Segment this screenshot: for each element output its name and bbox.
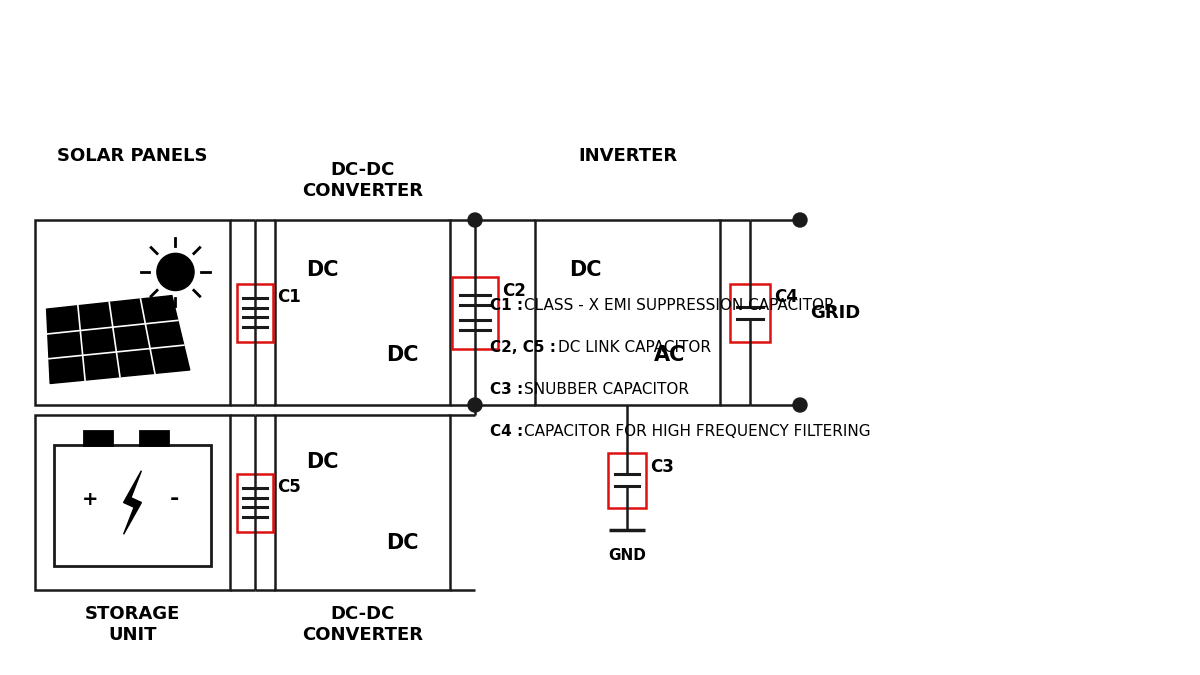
Text: DC: DC (306, 260, 338, 280)
Bar (238, 284, 274, 342)
Text: SOLAR PANELS: SOLAR PANELS (58, 147, 208, 165)
Bar (452, 277, 498, 348)
Text: AC: AC (654, 345, 685, 365)
Text: GND: GND (608, 547, 646, 562)
Text: C2, C5 :: C2, C5 : (490, 340, 556, 354)
Text: INVERTER: INVERTER (578, 147, 677, 165)
Text: C5: C5 (277, 479, 301, 497)
Bar (54, 446, 211, 566)
Polygon shape (124, 470, 142, 535)
Text: C2: C2 (502, 281, 526, 300)
Text: C4: C4 (774, 288, 798, 306)
Bar (275, 415, 450, 590)
Circle shape (793, 398, 808, 412)
Text: GRID: GRID (810, 304, 860, 321)
Text: DC: DC (569, 260, 601, 280)
Text: DC-DC
CONVERTER: DC-DC CONVERTER (302, 605, 424, 644)
Bar (84, 431, 112, 446)
Polygon shape (47, 296, 190, 383)
Circle shape (468, 398, 482, 412)
Circle shape (793, 213, 808, 227)
Bar (35, 415, 230, 590)
Text: C3: C3 (650, 458, 674, 475)
Text: DC: DC (386, 345, 419, 365)
Text: C4 :: C4 : (490, 423, 523, 439)
Text: CAPACITOR FOR HIGH FREQUENCY FILTERING: CAPACITOR FOR HIGH FREQUENCY FILTERING (524, 423, 871, 439)
Text: DC: DC (306, 452, 338, 472)
Text: STORAGE
UNIT: STORAGE UNIT (85, 605, 180, 644)
Bar (275, 220, 450, 405)
Text: DC-DC
CONVERTER: DC-DC CONVERTER (302, 161, 424, 200)
Text: -: - (170, 489, 179, 510)
Text: CLASS - X EMI SUPPRESSION CAPACITOR: CLASS - X EMI SUPPRESSION CAPACITOR (524, 298, 835, 313)
Bar (535, 220, 720, 405)
Bar (139, 431, 168, 446)
Text: DC: DC (386, 533, 419, 553)
Text: C1: C1 (277, 288, 301, 306)
Text: C3 :: C3 : (490, 381, 523, 396)
Circle shape (157, 253, 194, 290)
Text: C1 :: C1 : (490, 298, 523, 313)
Bar (35, 220, 230, 405)
Text: SNUBBER CAPACITOR: SNUBBER CAPACITOR (524, 381, 689, 396)
Bar (608, 452, 646, 508)
Bar (238, 473, 274, 531)
Text: DC LINK CAPACITOR: DC LINK CAPACITOR (558, 340, 710, 354)
Text: +: + (83, 490, 98, 509)
Bar (730, 284, 770, 342)
Circle shape (468, 213, 482, 227)
